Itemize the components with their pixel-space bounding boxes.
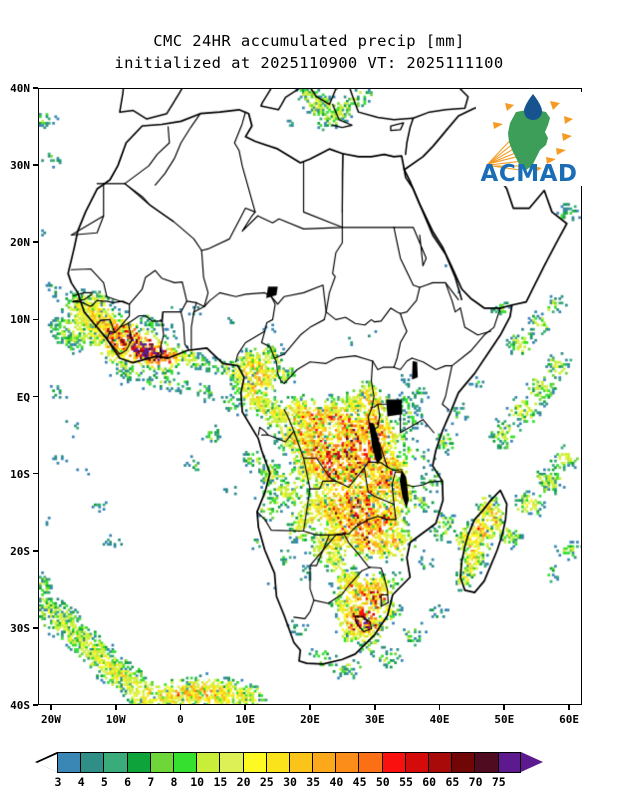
colorbar-tick-label: 60 — [422, 775, 437, 789]
colorbar-cell — [149, 752, 173, 773]
y-axis-label: 20S — [10, 544, 30, 558]
logo-africa-shape — [508, 109, 550, 170]
y-axis-label: 40S — [10, 699, 30, 712]
colorbar-cell — [312, 752, 336, 773]
colorbar-tick-label: 40 — [329, 775, 344, 789]
map-plot-area[interactable] — [38, 88, 582, 705]
x-axis-tick — [309, 705, 311, 710]
colorbar-tick-label: 5 — [100, 775, 108, 789]
x-axis-tick — [568, 705, 570, 710]
colorbar-tick-label: 7 — [147, 775, 155, 789]
x-axis-tick — [179, 705, 182, 710]
precipitation-map-canvas — [39, 89, 581, 704]
chart-title-block: CMC 24HR accumulated precip [mm] initial… — [0, 30, 618, 74]
y-axis-tick — [33, 549, 38, 552]
colorbar-cell — [358, 752, 382, 773]
x-axis-tick — [503, 705, 506, 710]
colorbar-swatches — [57, 752, 521, 773]
colorbar-tick-label: 6 — [124, 775, 132, 789]
colorbar-cell — [57, 752, 81, 773]
y-axis-tick — [33, 472, 38, 475]
y-axis-tick — [33, 704, 38, 706]
y-axis-label: 10N — [10, 313, 30, 327]
colorbar-tick-label: 75 — [491, 775, 506, 789]
title-line-1: CMC 24HR accumulated precip [mm] — [153, 32, 465, 50]
colorbar-cell — [428, 752, 452, 773]
colorbar-cell — [103, 752, 127, 773]
colorbar-cell — [242, 752, 266, 773]
colorbar-cell — [172, 752, 197, 773]
colorbar-cell — [80, 752, 104, 773]
x-axis-label: 20W — [41, 713, 61, 726]
colorbar-tick-label: 35 — [306, 775, 321, 789]
x-axis-tick — [50, 705, 52, 710]
x-axis-label: 50E — [494, 713, 515, 726]
colorbar-cell — [196, 752, 220, 773]
colorbar-tick-label: 4 — [77, 775, 85, 789]
y-axis-tick — [33, 395, 38, 398]
y-axis-label: 10S — [10, 467, 30, 481]
y-axis-tick — [33, 241, 38, 244]
x-axis-tick — [244, 705, 247, 710]
colorbar-cell — [219, 752, 243, 773]
colorbar-tick-label: 70 — [468, 775, 483, 789]
colorbar-cell — [288, 752, 313, 773]
colorbar-cell — [335, 752, 359, 773]
colorbar-tick-label: 8 — [170, 775, 178, 789]
x-axis-tick — [114, 705, 117, 710]
colorbar-tick-label: 30 — [283, 775, 297, 789]
x-axis-label: 20E — [300, 713, 320, 726]
colorbar-tick-label: 65 — [445, 775, 460, 789]
x-axis-tick — [373, 705, 376, 710]
colorbar-tick-label: 55 — [399, 775, 413, 789]
x-axis-label: 0 — [177, 713, 184, 726]
colorbar-tick-label: 20 — [236, 775, 251, 789]
acmad-logo: ACMAD — [476, 92, 582, 186]
colorbar-tick-label: 25 — [259, 775, 274, 789]
logo-triangle-markers — [493, 101, 573, 173]
x-axis-label: 40E — [429, 713, 450, 726]
colorbar-cell — [265, 752, 289, 773]
colorbar-tick-label: 10 — [190, 775, 205, 789]
colorbar-over-arrow — [521, 752, 543, 772]
colorbar-cell — [404, 752, 428, 773]
logo-wordmark: ACMAD — [481, 161, 578, 186]
y-axis-label: EQ — [16, 390, 30, 404]
x-axis-label: 10E — [235, 713, 256, 726]
y-axis-tick — [33, 318, 38, 321]
colorbar-cell — [474, 752, 498, 773]
colorbar-cell — [451, 752, 475, 773]
colorbar-tick-label: 45 — [352, 775, 367, 789]
x-axis-label: 30E — [364, 713, 385, 726]
colorbar-cell — [497, 752, 521, 773]
y-axis-tick — [33, 164, 38, 166]
colorbar-cell — [381, 752, 405, 773]
x-axis-label: 10W — [105, 713, 126, 726]
colorbar: 3 4 5 6 7 8 10 15 20 25 30 35 40 45 50 55 60 65 70 75 — [0, 748, 618, 794]
y-axis-tick — [33, 627, 38, 629]
y-axis-label: 30N — [10, 159, 30, 173]
y-axis-tick — [33, 87, 38, 89]
colorbar-under-arrow-fill — [37, 753, 57, 772]
logo-water-drop — [524, 94, 542, 120]
colorbar-tick-label: 3 — [54, 775, 62, 789]
y-axis-label: 40N — [10, 82, 30, 95]
colorbar-tick-label: 50 — [375, 775, 390, 789]
y-axis-label: 30S — [10, 621, 30, 635]
title-line-2: initialized at 2025110900 VT: 2025111100 — [114, 54, 504, 72]
colorbar-cell — [126, 752, 150, 773]
x-axis-tick — [438, 705, 441, 710]
colorbar-tick-label: 15 — [213, 775, 228, 789]
y-axis-label: 20N — [10, 236, 30, 250]
colorbar-tick-labels: 3 4 5 6 7 8 10 15 20 25 30 35 40 45 50 55 60 65 70 75 — [0, 775, 618, 791]
x-axis-label: 60E — [559, 713, 579, 726]
